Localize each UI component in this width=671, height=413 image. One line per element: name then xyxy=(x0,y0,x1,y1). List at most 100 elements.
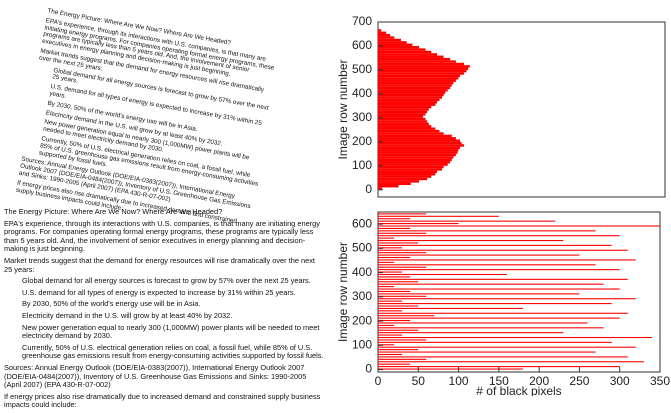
y-tick-label: 0 xyxy=(365,362,372,376)
profile-bar xyxy=(378,84,452,87)
x-tick-label: 200 xyxy=(529,374,549,388)
profile-bar xyxy=(378,141,462,145)
profile-bar xyxy=(378,344,395,346)
profile-bar xyxy=(378,103,436,106)
profile-bar xyxy=(378,329,419,331)
profile-bar xyxy=(378,55,444,58)
profile-bar xyxy=(378,139,460,142)
x-tick-label: 0 xyxy=(375,374,382,388)
profile-bar xyxy=(378,273,507,276)
y-axis-label: Image row number xyxy=(336,59,350,159)
profile-bar xyxy=(378,62,465,66)
profile-bar xyxy=(378,48,426,51)
profile-bar xyxy=(378,117,426,121)
profile-bar xyxy=(378,45,419,49)
x-tick-label: 300 xyxy=(610,374,630,388)
profile-bar xyxy=(378,50,432,54)
profile-bar xyxy=(378,163,448,166)
profile-bar xyxy=(378,185,399,188)
profile-bar xyxy=(378,98,440,102)
profile-bar xyxy=(378,170,438,174)
profile-bar xyxy=(378,366,620,368)
profile-bar xyxy=(378,298,636,300)
profile-bar xyxy=(378,53,438,56)
profile-bar xyxy=(378,43,413,46)
profile-bar xyxy=(378,177,428,181)
profile-bar xyxy=(378,187,383,190)
profile-bar xyxy=(378,264,596,266)
paragraph: U.S. demand for all types of energy is e… xyxy=(22,287,296,297)
deskewed-document: The Energy Picture: Where Are We Now? Wh… xyxy=(4,207,324,413)
profile-bar xyxy=(378,36,395,39)
profile-bar xyxy=(378,105,432,109)
profile-bar xyxy=(378,339,427,341)
profile-bar xyxy=(378,215,499,217)
profile-bar xyxy=(378,368,524,370)
profile-bar xyxy=(378,173,436,176)
profile-bar xyxy=(378,220,556,222)
profile-bar xyxy=(378,110,428,114)
profile-bar xyxy=(378,29,382,32)
x-tick-label: 100 xyxy=(449,374,469,388)
paragraph: By 2030, 50% of the world's energy use w… xyxy=(22,299,201,309)
profile-bar xyxy=(378,358,427,360)
profile-bar xyxy=(378,286,395,288)
x-tick-label: 350 xyxy=(650,374,670,388)
profile-bar xyxy=(378,363,411,365)
profile-bar xyxy=(378,261,395,263)
profile-bar xyxy=(378,161,451,164)
profile-bar xyxy=(378,320,411,322)
profile-bar xyxy=(378,254,580,256)
y-tick-label: 300 xyxy=(352,110,372,124)
profile-bar xyxy=(378,31,387,34)
x-axis-label: # of black pixels xyxy=(476,384,561,396)
profile-bar xyxy=(378,356,628,358)
profile-bar xyxy=(378,283,604,285)
y-tick-label: 600 xyxy=(352,38,372,52)
profile-bar xyxy=(378,38,401,42)
profile-bar xyxy=(378,72,465,75)
profile-bar xyxy=(378,132,444,135)
y-axis-label: Image row number xyxy=(336,242,350,342)
profile-bar xyxy=(378,303,612,305)
profile-bar xyxy=(378,227,411,229)
y-tick-label: 500 xyxy=(352,62,372,76)
profile-bar xyxy=(378,120,428,123)
y-tick-label: 200 xyxy=(352,313,372,327)
profile-bar xyxy=(378,77,459,80)
y-tick-label: 100 xyxy=(352,158,372,172)
profile-bar xyxy=(378,134,452,138)
profile-bar xyxy=(378,232,427,234)
profile-bar xyxy=(378,81,454,85)
profile-bar xyxy=(378,225,660,227)
profile-bar xyxy=(378,269,620,271)
profile-bar xyxy=(378,96,442,99)
profile-bar xyxy=(378,129,440,133)
profile-bar xyxy=(378,60,456,63)
profile-bar xyxy=(378,249,628,251)
profile-bar xyxy=(378,322,588,324)
profile-bar xyxy=(378,223,459,225)
profile-bar xyxy=(378,341,612,343)
profile-bar xyxy=(378,247,403,249)
profile-bar xyxy=(378,235,620,237)
profile-bar xyxy=(378,108,429,111)
y-tick-label: 400 xyxy=(352,265,372,279)
profile-bar xyxy=(378,315,435,317)
profile-bar xyxy=(378,278,628,280)
profile-bar xyxy=(378,276,411,278)
profile-bar xyxy=(378,266,427,268)
profile-bar xyxy=(378,336,652,339)
profile-bar xyxy=(378,244,612,246)
profile-bar xyxy=(378,218,411,220)
profile-bar xyxy=(378,290,411,292)
profile-bar xyxy=(378,349,419,351)
profile-bar xyxy=(378,149,459,152)
profile-bar xyxy=(378,317,620,319)
profile-bar xyxy=(378,312,628,314)
profile-bar xyxy=(378,101,438,104)
profile-bar xyxy=(378,91,446,94)
paragraph: If energy prices also rise dramatically … xyxy=(4,391,321,410)
profile-bar xyxy=(378,237,395,239)
profile-bar xyxy=(378,33,391,37)
